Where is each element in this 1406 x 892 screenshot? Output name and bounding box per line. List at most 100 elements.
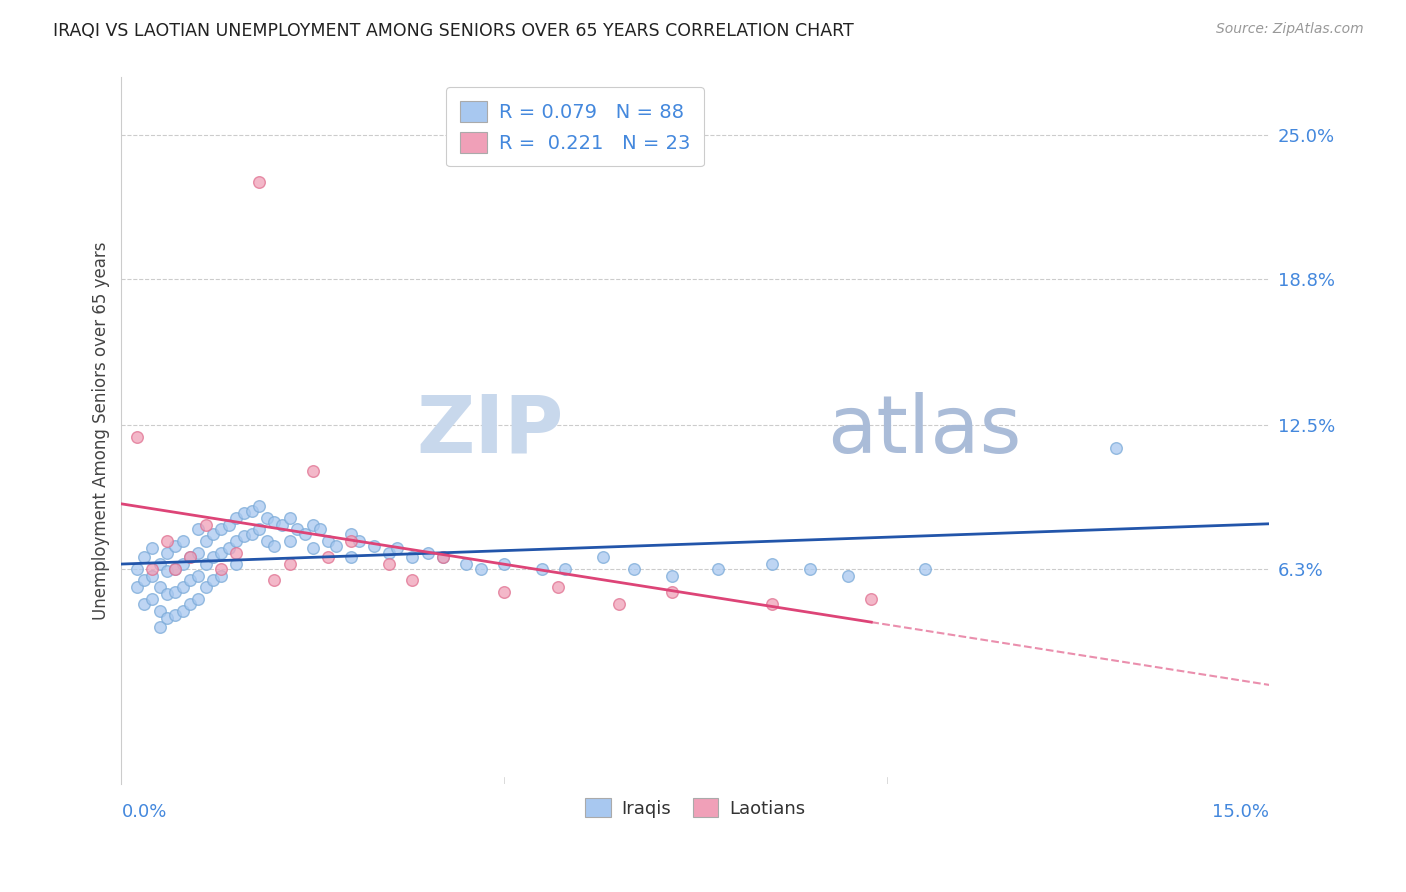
Point [163, 562, 186, 576]
Point [194, 581, 217, 595]
Point [761, 558, 783, 572]
Point [218, 517, 240, 532]
Point [416, 546, 439, 560]
Point [172, 534, 194, 549]
Point [202, 550, 225, 565]
Point [301, 517, 323, 532]
Point [554, 562, 576, 576]
Point [278, 511, 301, 525]
Point [134, 597, 156, 611]
Point [454, 558, 477, 572]
Point [860, 592, 883, 607]
Point [202, 527, 225, 541]
Point [125, 581, 148, 595]
Point [492, 585, 515, 599]
Point [172, 581, 194, 595]
Point [470, 562, 492, 576]
Point [163, 585, 186, 599]
Point [156, 534, 179, 549]
Point [278, 534, 301, 549]
Point [531, 562, 554, 576]
Point [247, 523, 270, 537]
Point [316, 550, 339, 565]
Point [134, 574, 156, 588]
Point [301, 465, 323, 479]
Point [287, 523, 309, 537]
Point [707, 562, 730, 576]
Point [340, 550, 363, 565]
Point [340, 534, 363, 549]
Point [263, 574, 285, 588]
Point [340, 527, 363, 541]
Point [256, 511, 278, 525]
Point [149, 620, 172, 634]
Point [179, 550, 201, 565]
Point [301, 541, 323, 555]
Point [661, 585, 683, 599]
Point [202, 574, 225, 588]
Point [401, 574, 423, 588]
Point [218, 541, 240, 555]
Text: atlas: atlas [827, 392, 1022, 470]
Y-axis label: Unemployment Among Seniors over 65 years: Unemployment Among Seniors over 65 years [93, 242, 110, 620]
Point [837, 569, 859, 583]
Point [149, 604, 172, 618]
Point [592, 550, 614, 565]
Point [1105, 442, 1128, 456]
Point [278, 558, 301, 572]
Point [209, 569, 232, 583]
Point [163, 608, 186, 623]
Point [401, 550, 423, 565]
Point [547, 581, 569, 595]
Point [225, 558, 247, 572]
Point [347, 534, 370, 549]
Point [125, 562, 148, 576]
Point [240, 527, 263, 541]
Point [661, 569, 683, 583]
Point [187, 546, 209, 560]
Point [125, 430, 148, 444]
Point [432, 550, 454, 565]
Point [294, 527, 316, 541]
Point [187, 569, 209, 583]
Point [263, 539, 285, 553]
Text: ZIP: ZIP [416, 392, 564, 470]
Point [309, 523, 332, 537]
Point [623, 562, 645, 576]
Point [134, 550, 156, 565]
Point [232, 506, 254, 520]
Point [256, 534, 278, 549]
Point [149, 581, 172, 595]
Point [156, 587, 179, 601]
Point [156, 564, 179, 578]
Point [194, 558, 217, 572]
Point [179, 597, 201, 611]
Point [271, 517, 294, 532]
Point [240, 504, 263, 518]
Point [194, 517, 217, 532]
Text: Source: ZipAtlas.com: Source: ZipAtlas.com [1216, 22, 1364, 37]
Point [172, 558, 194, 572]
Point [799, 562, 821, 576]
Point [141, 592, 163, 607]
Point [163, 562, 186, 576]
Point [209, 546, 232, 560]
Point [385, 541, 408, 555]
Point [187, 592, 209, 607]
Point [141, 562, 163, 576]
Point [209, 523, 232, 537]
Point [194, 534, 217, 549]
Point [363, 539, 385, 553]
Point [325, 539, 347, 553]
Point [156, 610, 179, 624]
Point [225, 511, 247, 525]
Point [914, 562, 936, 576]
Legend: Iraqis, Laotians: Iraqis, Laotians [578, 790, 813, 825]
Point [149, 558, 172, 572]
Point [209, 562, 232, 576]
Point [141, 569, 163, 583]
Text: 15.0%: 15.0% [1212, 803, 1270, 821]
Point [172, 604, 194, 618]
Text: 0.0%: 0.0% [121, 803, 167, 821]
Point [187, 523, 209, 537]
